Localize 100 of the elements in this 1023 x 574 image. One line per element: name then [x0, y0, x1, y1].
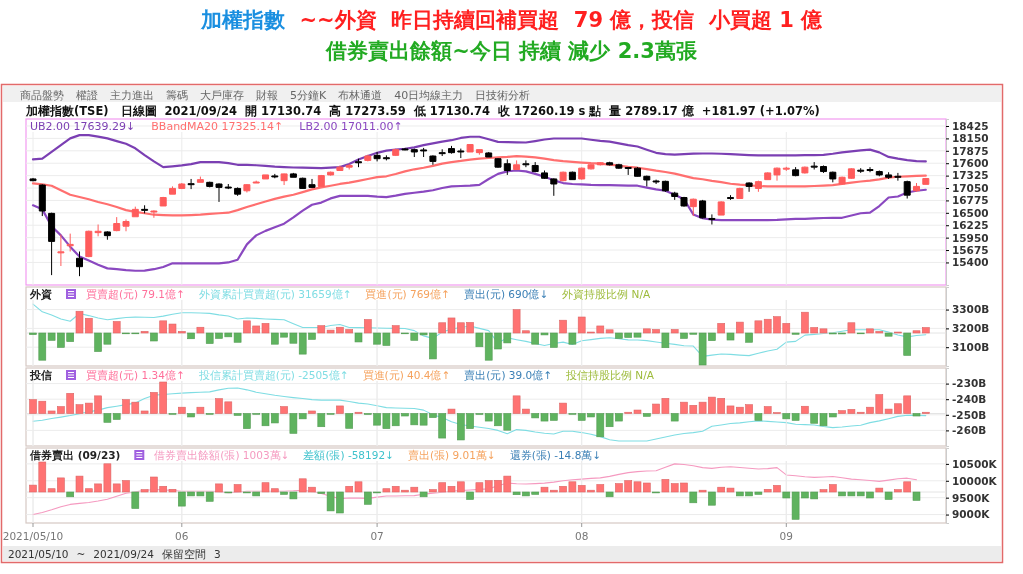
- candlestick: [782, 166, 790, 172]
- y-tick-label: -250B: [952, 408, 987, 421]
- text: 5分鐘K: [290, 89, 327, 102]
- candlestick: [327, 171, 335, 177]
- x-tick-label: 09: [779, 530, 793, 542]
- candlestick: [894, 172, 902, 182]
- candlestick: [568, 171, 576, 181]
- text: 籌碼: [166, 89, 188, 102]
- candlestick: [606, 161, 614, 166]
- candlestick: [661, 180, 669, 193]
- candlestick: [336, 164, 344, 172]
- y-tick-label: 17600: [952, 157, 989, 170]
- candlestick: [438, 148, 446, 157]
- candlestick: [289, 172, 297, 178]
- series-label: 投信累計買賣超(元) -2505億↑: [197, 369, 349, 381]
- y-tick-label: 18150: [952, 132, 989, 145]
- candlestick: [466, 144, 474, 153]
- bar: [568, 332, 577, 345]
- candlestick: [475, 149, 483, 156]
- text: ~: [76, 548, 86, 560]
- bar: [196, 326, 205, 334]
- candlestick: [875, 170, 883, 177]
- y-tick-label: 15675: [952, 243, 989, 256]
- annotation: 賣出(元) 39.0億↑: [464, 369, 552, 381]
- y-tick-label: 18425: [952, 119, 989, 132]
- candlestick: [541, 170, 548, 180]
- bar: [150, 332, 158, 342]
- candlestick: [578, 166, 586, 181]
- candlestick: [550, 177, 558, 197]
- candlestick: [634, 166, 641, 178]
- candlestick: [922, 177, 930, 185]
- bar: [233, 484, 242, 493]
- series-label: UB2.00 17639.29↓: [30, 120, 136, 133]
- y-tick-label: 10500K: [952, 457, 998, 470]
- candlestick: [243, 183, 251, 193]
- candlestick: [317, 174, 325, 187]
- bar: [215, 483, 223, 493]
- y-tick-label: 9000K: [952, 508, 991, 521]
- bar: [66, 491, 74, 498]
- candlestick: [689, 198, 697, 217]
- bar: [196, 406, 205, 414]
- series-label: 外資累計買賣超(元) 31659億↑: [198, 288, 352, 300]
- candlestick: [57, 234, 65, 267]
- bar: [717, 323, 725, 334]
- candlestick: [141, 204, 149, 214]
- bar: [280, 406, 288, 414]
- annotation: 買進(元) 769億↑: [365, 288, 450, 300]
- text: 權證: [76, 89, 98, 102]
- bar: [643, 413, 651, 417]
- candlestick: [38, 183, 46, 217]
- candlestick: [727, 194, 734, 201]
- candlestick: [196, 176, 204, 183]
- bar: [559, 319, 567, 334]
- y-tick-label: 15950: [952, 231, 989, 244]
- candlestick: [420, 147, 428, 158]
- candlestick: [66, 233, 74, 252]
- bar: [670, 329, 679, 334]
- x-tick-label: 2021/05/10: [2, 530, 64, 542]
- candlestick: [847, 167, 855, 180]
- annotation: 差額(張) -58192↓: [303, 449, 394, 461]
- candlestick: [382, 154, 390, 161]
- bar: [364, 319, 372, 334]
- candlestick: [150, 209, 158, 219]
- chart-subtitle: 借券賣出餘額~今日 持續 減少 2.3萬張: [325, 39, 698, 63]
- text: 借券賣出餘額(張) 1003萬↓: [154, 449, 290, 461]
- candlestick: [736, 187, 744, 200]
- candlestick: [169, 185, 176, 195]
- candlestick: [596, 161, 604, 166]
- text: 加權指數(TSE) 日線圖 2021/09/24 開 17130.74 高 17273.59 低 17130.74 收 17260.19 s 點 量 2789.17 億 +181.97 (+1.07%): [25, 104, 820, 118]
- y-tick-label: 10000K: [952, 474, 998, 487]
- y-tick-label: 3300B: [952, 303, 990, 316]
- annotation: 借券賣出 (09/23): [29, 449, 121, 462]
- bar: [670, 413, 679, 422]
- candlestick: [262, 174, 269, 180]
- text: 布林通道: [338, 89, 383, 102]
- bar: [754, 413, 763, 421]
- y-tick-label: 16775: [952, 194, 989, 207]
- candlestick: [308, 178, 316, 189]
- line-series: [31, 155, 927, 217]
- candlestick: [206, 181, 214, 188]
- x-tick-label: 08: [575, 530, 589, 542]
- candlestick: [271, 173, 279, 179]
- annotation: 外資: [29, 288, 52, 301]
- bar: [131, 491, 140, 509]
- bar: [559, 402, 567, 414]
- candlestick: [299, 177, 307, 189]
- candlestick: [652, 179, 660, 185]
- candlestick: [754, 180, 762, 193]
- text: 2021/05/10: [8, 548, 69, 560]
- candlestick: [903, 180, 911, 200]
- bar: [708, 491, 716, 506]
- bar: [466, 491, 474, 500]
- candlestick: [801, 166, 809, 175]
- candlestick: [457, 148, 465, 159]
- candlestick: [410, 148, 418, 158]
- bar: [419, 491, 428, 498]
- bar: [345, 413, 353, 429]
- candlestick: [48, 212, 56, 276]
- y-tick-label: 17050: [952, 181, 989, 194]
- y-tick-label: 3100B: [952, 341, 990, 354]
